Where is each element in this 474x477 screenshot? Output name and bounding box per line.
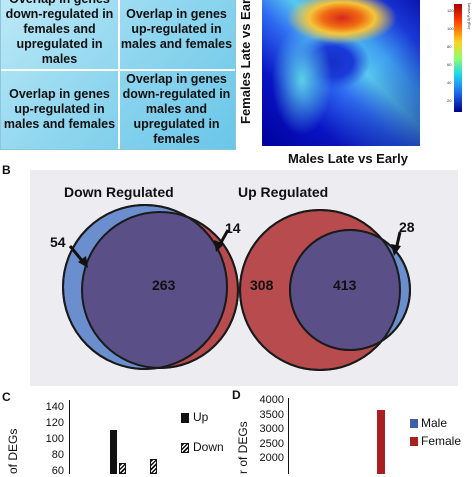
quadrant-divider-vertical	[118, 0, 120, 149]
panel-d-y-tick-label: 2500	[259, 437, 284, 450]
legend-down-label: Down	[193, 440, 224, 454]
venn-down-title: Down Regulated	[64, 184, 174, 200]
panel-d-y-axis-label: r of DEGs	[236, 421, 250, 474]
legend-female-swatch	[410, 437, 418, 446]
legend-female-label: Female	[421, 434, 462, 448]
arrow-14-head	[214, 240, 224, 252]
legend-male-label: Male	[421, 416, 448, 430]
panel-c-y-tick-label: 120	[45, 417, 64, 429]
venn-down-male-only-count: 54	[50, 234, 66, 250]
panel-d-bar-female	[377, 409, 385, 474]
venn-down-overlap	[82, 212, 227, 368]
panel-c-y-axis-label: of DEGs	[6, 428, 20, 474]
venn-up-female-only-count: 308	[250, 277, 274, 293]
heatmap-shading	[262, 0, 420, 146]
panel-d-y-tick-label: 3000	[259, 423, 284, 436]
panel-c-bar-up	[110, 430, 117, 474]
colorbar-tick: 100	[447, 26, 454, 31]
arrow-54-head	[78, 256, 88, 268]
venn-up-overlap-count: 413	[333, 277, 357, 293]
panel-d-y-axis	[288, 398, 289, 474]
colorbar-tick: 60	[447, 62, 452, 67]
legend-down-swatch	[181, 443, 189, 453]
panel-d-y-tick-label: 3500	[259, 408, 284, 421]
rrho-heatmap	[262, 0, 420, 146]
arrow-28-head	[391, 244, 401, 256]
venn-up-male-only-count: 28	[399, 219, 415, 235]
quadrant-top-right: Overlap in genes up-regulated in males a…	[120, 6, 233, 51]
heatmap-x-axis-label: Males Late vs Early	[288, 151, 408, 166]
venn-up-title: Up Regulated	[238, 184, 328, 200]
venn-up-female-outline	[239, 209, 401, 371]
heatmap-colorbar	[454, 4, 462, 112]
venn-down-male-outline	[62, 204, 228, 370]
panel-c-y-tick-label: 60	[51, 465, 64, 477]
panel-c-y-tick-label: 80	[51, 449, 64, 461]
quadrant-bottom-left: Overlap in genes up-regulated in males a…	[3, 86, 116, 131]
panel-c-y-tick-label: 100	[45, 433, 64, 445]
panel-c-bar-down	[150, 459, 157, 474]
venn-down-overlap-count: 263	[152, 277, 176, 293]
quadrant-divider-horizontal	[1, 69, 235, 71]
panel-c-y-tick-label: 140	[45, 401, 64, 413]
venn-down-female-only-count: 14	[225, 220, 241, 236]
venn-up-male-outline	[289, 229, 411, 351]
colorbar-tick: 20	[447, 98, 452, 103]
panel-c-y-axis	[69, 400, 70, 474]
quadrant-bottom-right: Overlap in genes down-regulated in males…	[122, 71, 231, 146]
colorbar-tick: 80	[447, 44, 452, 49]
colorbar-tick: 120	[447, 8, 454, 13]
panel-letter-b: B	[2, 163, 11, 177]
venn-up-overlap	[290, 230, 400, 350]
panel-d-y-tick-label: 2000	[259, 452, 284, 465]
panel-letter-c: C	[2, 390, 11, 404]
legend-up-label: Up	[193, 410, 209, 424]
quadrant-top-left: Overlap in genes down-regulated in femal…	[5, 0, 114, 66]
colorbar-tick: 40	[447, 80, 452, 85]
panel-letter-d: D	[232, 388, 241, 402]
quadrant-grid: Overlap in genes down-regulated in femal…	[0, 0, 236, 150]
panel-c-bar-down	[119, 463, 126, 474]
legend-up-swatch	[181, 413, 189, 423]
panel-d-y-tick-label: 4000	[259, 394, 284, 406]
legend-male-swatch	[410, 419, 418, 428]
